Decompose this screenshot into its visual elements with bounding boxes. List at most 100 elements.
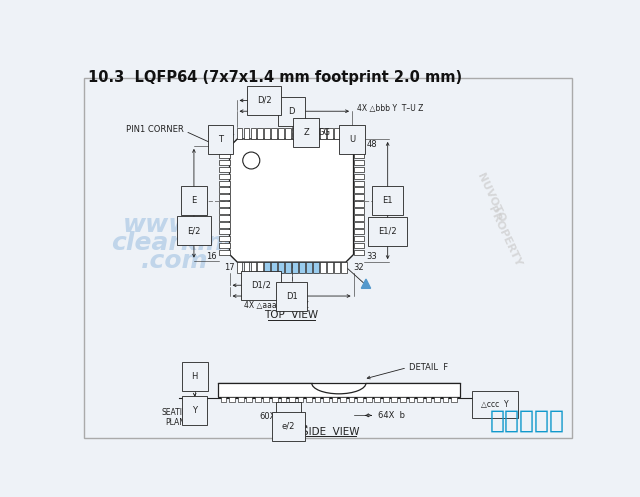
Bar <box>392 397 397 402</box>
Bar <box>219 215 230 221</box>
Bar <box>219 180 230 186</box>
Text: 64: 64 <box>225 129 235 138</box>
Bar <box>353 187 364 193</box>
Bar <box>349 397 355 402</box>
Bar <box>357 397 363 402</box>
Text: U: U <box>349 135 355 144</box>
Bar <box>237 262 242 273</box>
Text: clearking: clearking <box>111 231 242 255</box>
Text: DETAIL  F: DETAIL F <box>408 363 448 372</box>
Text: 10.3  LQFP64 (7x7x1.4 mm footprint 2.0 mm): 10.3 LQFP64 (7x7x1.4 mm footprint 2.0 mm… <box>88 70 462 84</box>
Text: 49: 49 <box>353 129 364 138</box>
Bar <box>219 146 230 151</box>
Bar <box>244 128 249 139</box>
Bar <box>323 397 329 402</box>
Bar <box>285 262 291 273</box>
Polygon shape <box>362 279 371 288</box>
Bar <box>280 397 286 402</box>
Bar <box>353 194 364 200</box>
Bar <box>334 262 340 273</box>
Bar <box>353 180 364 186</box>
Bar <box>264 397 269 402</box>
Text: 17: 17 <box>225 263 235 272</box>
Text: TOP  VIEW: TOP VIEW <box>264 310 319 320</box>
Bar <box>219 201 230 207</box>
Text: D1: D1 <box>285 292 298 301</box>
Polygon shape <box>230 139 353 262</box>
Bar <box>353 229 364 235</box>
Bar <box>264 128 270 139</box>
Text: △ccc  Y: △ccc Y <box>481 400 508 409</box>
Text: e/2: e/2 <box>282 421 295 431</box>
Bar <box>400 397 406 402</box>
Bar <box>353 208 364 214</box>
Bar <box>219 166 230 172</box>
Bar <box>353 236 364 242</box>
Bar <box>219 243 230 248</box>
Bar <box>250 262 256 273</box>
Text: Y: Y <box>192 406 197 415</box>
Bar <box>219 250 230 255</box>
Text: E1/2: E1/2 <box>378 227 397 236</box>
Bar <box>218 383 460 397</box>
Bar <box>313 262 319 273</box>
Bar <box>374 397 380 402</box>
Text: 60X: 60X <box>260 412 276 420</box>
Text: Z: Z <box>303 128 309 137</box>
Bar <box>353 166 364 172</box>
Bar <box>315 397 321 402</box>
Bar <box>298 397 303 402</box>
Bar <box>278 128 284 139</box>
Bar <box>289 397 295 402</box>
Text: SIDE  VIEW: SIDE VIEW <box>302 426 360 436</box>
Bar <box>292 262 298 273</box>
Bar <box>366 397 372 402</box>
Bar <box>417 397 423 402</box>
Text: E: E <box>191 196 196 205</box>
Bar <box>383 397 388 402</box>
Bar <box>219 187 230 193</box>
Bar <box>250 128 256 139</box>
Bar <box>246 397 252 402</box>
Bar <box>353 153 364 158</box>
Bar <box>340 397 346 402</box>
Bar <box>341 262 347 273</box>
Text: 48: 48 <box>367 141 378 150</box>
Bar <box>300 262 305 273</box>
Bar <box>341 128 347 139</box>
Bar <box>353 173 364 179</box>
Bar <box>443 397 449 402</box>
Text: 33: 33 <box>367 251 378 260</box>
Bar <box>221 397 227 402</box>
Text: D/2: D/2 <box>257 96 271 105</box>
Bar <box>271 262 277 273</box>
Text: GG: GG <box>318 128 331 137</box>
Text: 深圳宏力捷: 深圳宏力捷 <box>490 409 564 433</box>
Bar <box>244 262 249 273</box>
Text: e: e <box>286 412 291 420</box>
Bar <box>353 215 364 221</box>
Bar <box>307 262 312 273</box>
Bar <box>334 128 340 139</box>
Text: 4X △bbb Y  T–U Z: 4X △bbb Y T–U Z <box>356 104 423 113</box>
Text: PROPERTY: PROPERTY <box>486 205 523 268</box>
Text: 16: 16 <box>206 251 216 260</box>
Text: 1: 1 <box>211 141 216 150</box>
Text: E1: E1 <box>383 196 393 205</box>
Bar <box>353 222 364 228</box>
Bar <box>219 229 230 235</box>
Bar <box>313 128 319 139</box>
Bar <box>219 160 230 165</box>
Bar <box>306 397 312 402</box>
Bar <box>285 128 291 139</box>
Bar <box>451 397 457 402</box>
Bar <box>219 194 230 200</box>
Text: PIN1 CORNER: PIN1 CORNER <box>126 125 184 134</box>
Bar <box>237 128 242 139</box>
Bar <box>353 160 364 165</box>
Bar <box>229 397 235 402</box>
Bar <box>219 222 230 228</box>
Bar <box>353 250 364 255</box>
Bar <box>320 262 326 273</box>
Text: www.: www. <box>123 213 200 237</box>
